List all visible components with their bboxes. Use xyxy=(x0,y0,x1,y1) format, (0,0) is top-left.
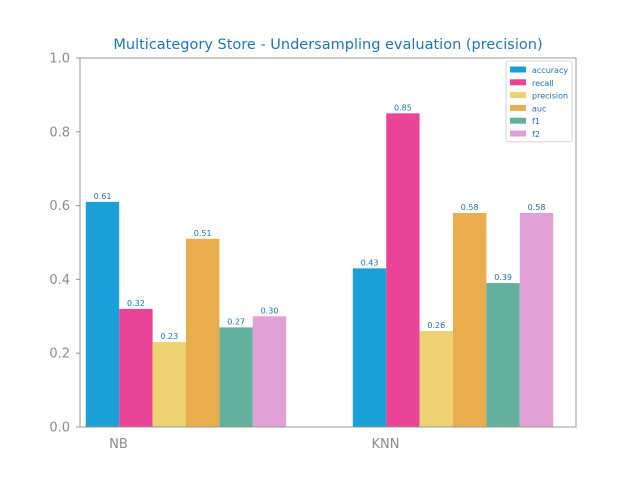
chart-title: Multicategory Store - Undersampling eval… xyxy=(113,37,542,53)
legend-swatch-precision xyxy=(510,92,526,99)
bar-f2-nb xyxy=(252,316,287,427)
legend-swatch-accuracy xyxy=(510,66,526,73)
data-label-accuracy-nb: 0.61 xyxy=(94,192,112,201)
data-label-precision-knn: 0.26 xyxy=(427,321,445,330)
data-label-f2-nb: 0.30 xyxy=(261,306,279,315)
y-tick-label: 0.8 xyxy=(49,125,70,140)
data-label-recall-nb: 0.32 xyxy=(127,299,145,308)
legend-swatch-recall xyxy=(510,79,526,86)
bars-layer xyxy=(85,113,554,427)
bar-f1-knn xyxy=(486,283,520,427)
legend-label-auc: auc xyxy=(532,104,546,113)
data-label-auc-knn: 0.58 xyxy=(461,203,479,212)
data-label-auc-nb: 0.51 xyxy=(194,229,212,238)
bar-precision-knn xyxy=(419,331,453,427)
data-label-precision-nb: 0.23 xyxy=(160,332,178,341)
y-tick-label: 0.0 xyxy=(49,421,70,436)
legend-label-precision: precision xyxy=(532,92,568,101)
bar-recall-nb xyxy=(119,308,153,427)
legend-swatch-f1 xyxy=(510,117,526,124)
plot-frame xyxy=(79,57,577,428)
legend-swatch-f2 xyxy=(510,130,526,137)
bar-recall-knn xyxy=(386,113,420,427)
y-tick-label: 1.0 xyxy=(49,52,70,67)
bar-auc-knn xyxy=(453,212,487,427)
axes-layer: 0.0 0.2 0.4 0.6 0.8 1.0 NB KNN xyxy=(49,52,577,452)
bar-accuracy-knn xyxy=(352,268,387,427)
legend-swatch-auc xyxy=(510,104,526,111)
legend-label-f2: f2 xyxy=(532,130,540,139)
x-tick-label: NB xyxy=(109,437,128,452)
bar-auc-nb xyxy=(186,238,220,427)
x-tick-label: KNN xyxy=(372,437,400,452)
data-label-f1-nb: 0.27 xyxy=(227,317,245,326)
data-label-f2-knn: 0.58 xyxy=(528,203,546,212)
y-tick-label: 0.4 xyxy=(49,273,70,288)
data-label-recall-knn: 0.85 xyxy=(394,103,412,112)
bar-f1-nb xyxy=(219,327,253,427)
legend-label-accuracy: accuracy xyxy=(532,66,568,75)
bar-accuracy-nb xyxy=(85,201,120,427)
bar-precision-nb xyxy=(152,342,186,427)
legend: accuracy recall precision auc f1 f2 xyxy=(505,60,573,143)
y-tick-label: 0.6 xyxy=(49,199,70,214)
bar-f2-knn xyxy=(519,212,554,427)
legend-label-recall: recall xyxy=(532,79,554,88)
data-labels-layer: 0.61 0.43 0.32 0.85 0.23 0.26 0.51 0.58 0.27 0.39… xyxy=(94,103,546,341)
y-tick-label: 0.2 xyxy=(49,347,70,362)
data-label-f1-knn: 0.39 xyxy=(494,273,512,282)
legend-label-f1: f1 xyxy=(532,117,540,126)
data-label-accuracy-knn: 0.43 xyxy=(361,258,379,267)
